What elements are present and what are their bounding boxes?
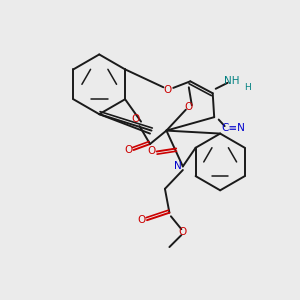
Text: O: O xyxy=(184,102,192,112)
Text: O: O xyxy=(137,215,145,225)
Text: O: O xyxy=(124,145,132,155)
Text: N: N xyxy=(174,161,181,171)
Text: O: O xyxy=(179,226,187,236)
Text: NH: NH xyxy=(224,76,240,86)
Text: O: O xyxy=(164,85,172,95)
Text: H: H xyxy=(244,83,250,92)
Text: O: O xyxy=(131,114,140,124)
Text: O: O xyxy=(147,146,155,157)
Text: C≡N: C≡N xyxy=(222,123,245,133)
